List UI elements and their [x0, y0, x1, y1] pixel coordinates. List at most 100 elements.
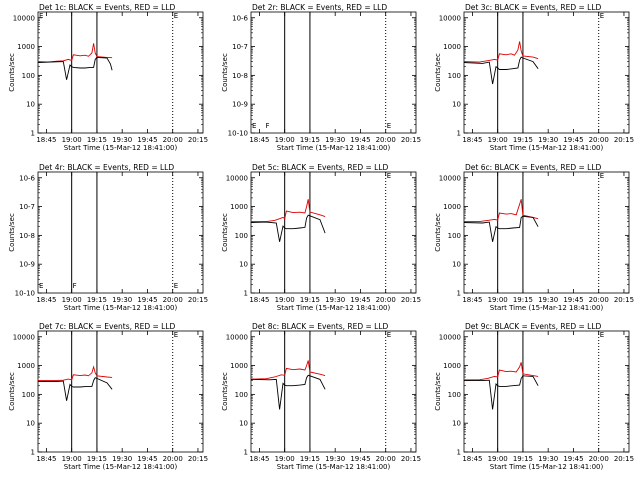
- x-tick-label: 20:15: [401, 296, 421, 304]
- y-tick-label: 10-9: [232, 101, 248, 109]
- plot-frame: [463, 330, 630, 453]
- x-tick-label: 20:15: [401, 455, 421, 463]
- x-tick-label: 19:30: [112, 296, 132, 304]
- x-tick-label: 19:00: [275, 455, 295, 463]
- x-tick-label: 19:00: [62, 296, 82, 304]
- x-tick-label: 19:30: [538, 136, 558, 144]
- chart-title: Det 9c: BLACK = Events, RED = LLD: [465, 322, 602, 331]
- y-tick-label: 10-8: [19, 232, 35, 240]
- chart-panel: Det 1c: BLACK = Events, RED = LLD 1 10 100 1…: [8, 3, 208, 152]
- x-tick-label: 19:15: [513, 296, 533, 304]
- y-tick-label: 10000: [439, 333, 461, 341]
- y-tick-label: 1: [31, 449, 35, 457]
- event-marker: E: [39, 12, 43, 20]
- x-tick-label: 20:15: [401, 136, 421, 144]
- event-marker: E: [174, 12, 178, 20]
- x-tick-label: 18:45: [462, 296, 482, 304]
- x-tick-label: 20:00: [589, 455, 609, 463]
- x-axis-label: Start Time (15-Mar-12 18:41:00): [490, 304, 604, 312]
- y-axis-label: Counts/sec: [434, 213, 442, 252]
- plot-frame: [463, 171, 630, 294]
- event-marker: E: [600, 331, 604, 339]
- x-tick-label: 19:45: [563, 136, 583, 144]
- y-tick-label: 10: [452, 101, 461, 109]
- x-axis-label: Start Time (15-Mar-12 18:41:00): [64, 144, 178, 152]
- y-tick-label: 100: [22, 391, 35, 399]
- y-tick-label: 1: [244, 290, 248, 298]
- y-tick-label: 10000: [439, 14, 461, 22]
- y-tick-label: 10-9: [19, 261, 35, 269]
- chart-title: Det 3c: BLACK = Events, RED = LLD: [465, 3, 602, 12]
- x-tick-label: 20:15: [614, 296, 634, 304]
- x-tick-label: 19:30: [112, 136, 132, 144]
- y-tick-label: 1000: [17, 43, 35, 51]
- x-tick-label: 18:45: [462, 455, 482, 463]
- event-marker: E: [600, 172, 604, 180]
- series-events-line: [463, 215, 539, 242]
- x-tick-label: 20:00: [376, 296, 396, 304]
- plot-frame: [463, 11, 630, 134]
- y-tick-label: 10-7: [232, 43, 248, 51]
- y-tick-label: 10000: [439, 174, 461, 182]
- y-tick-label: 1000: [230, 203, 248, 211]
- x-tick-label: 19:15: [300, 296, 320, 304]
- chart-title: Det 4r: BLACK = Events, RED = LLD: [39, 163, 174, 172]
- y-tick-label: 1000: [443, 43, 461, 51]
- x-axis-label: Start Time (15-Mar-12 18:41:00): [490, 463, 604, 471]
- y-tick-label: 10: [452, 261, 461, 269]
- chart-panel: Det 9c: BLACK = Events, RED = LLD 1 10 100 1…: [434, 322, 634, 471]
- y-axis-label: Counts/sec: [8, 372, 16, 411]
- x-axis-label: Start Time (15-Mar-12 18:41:00): [277, 304, 391, 312]
- x-tick-label: 19:45: [137, 455, 157, 463]
- x-tick-label: 19:45: [350, 455, 370, 463]
- event-marker: F: [265, 122, 269, 130]
- y-axis-label: Counts/sec: [434, 372, 442, 411]
- y-tick-label: 100: [235, 232, 248, 240]
- x-tick-label: 20:15: [188, 455, 208, 463]
- x-tick-label: 19:00: [488, 136, 508, 144]
- x-tick-label: 20:00: [163, 296, 183, 304]
- y-axis-label: Counts/sec: [221, 53, 229, 92]
- x-tick-label: 19:45: [563, 296, 583, 304]
- y-tick-label: 1: [457, 130, 461, 138]
- y-tick-label: 10: [239, 420, 248, 428]
- chart-title: Det 1c: BLACK = Events, RED = LLD: [39, 3, 176, 12]
- series-lld-line: [464, 362, 539, 381]
- event-marker: E: [387, 331, 391, 339]
- y-tick-label: 1: [31, 130, 35, 138]
- y-tick-label: 10000: [226, 333, 248, 341]
- series-events-line: [38, 377, 113, 401]
- x-tick-label: 18:45: [36, 455, 56, 463]
- x-tick-label: 20:15: [614, 136, 634, 144]
- x-tick-label: 20:00: [163, 136, 183, 144]
- series-events-line: [250, 374, 326, 410]
- series-events-line: [37, 56, 113, 80]
- y-tick-label: 1000: [443, 362, 461, 370]
- series-events-line: [464, 375, 539, 410]
- plot-frame: [37, 11, 204, 134]
- x-tick-label: 19:30: [538, 455, 558, 463]
- x-tick-label: 20:00: [376, 455, 396, 463]
- x-tick-label: 19:15: [87, 136, 107, 144]
- y-tick-label: 1000: [443, 203, 461, 211]
- plot-frame: [250, 171, 417, 294]
- y-axis-label: Counts/sec: [221, 213, 229, 252]
- y-tick-label: 10-10: [15, 290, 35, 298]
- x-tick-label: 20:15: [188, 136, 208, 144]
- y-tick-label: 100: [22, 72, 35, 80]
- x-tick-label: 20:15: [188, 296, 208, 304]
- x-tick-label: 20:00: [163, 455, 183, 463]
- x-tick-label: 20:00: [376, 136, 396, 144]
- chart-title: Det 5c: BLACK = Events, RED = LLD: [252, 163, 389, 172]
- event-marker: E: [174, 331, 178, 339]
- x-tick-label: 19:15: [513, 455, 533, 463]
- plot-frame: [250, 11, 417, 134]
- y-tick-label: 10-6: [232, 14, 248, 22]
- x-tick-label: 19:30: [538, 296, 558, 304]
- y-tick-label: 10000: [226, 174, 248, 182]
- series-events-line: [463, 56, 539, 85]
- chart-panel: Det 2r: BLACK = Events, RED = LLD 10-10 10…: [221, 3, 421, 152]
- x-tick-label: 20:15: [614, 455, 634, 463]
- y-tick-label: 100: [448, 72, 461, 80]
- x-tick-label: 19:45: [350, 296, 370, 304]
